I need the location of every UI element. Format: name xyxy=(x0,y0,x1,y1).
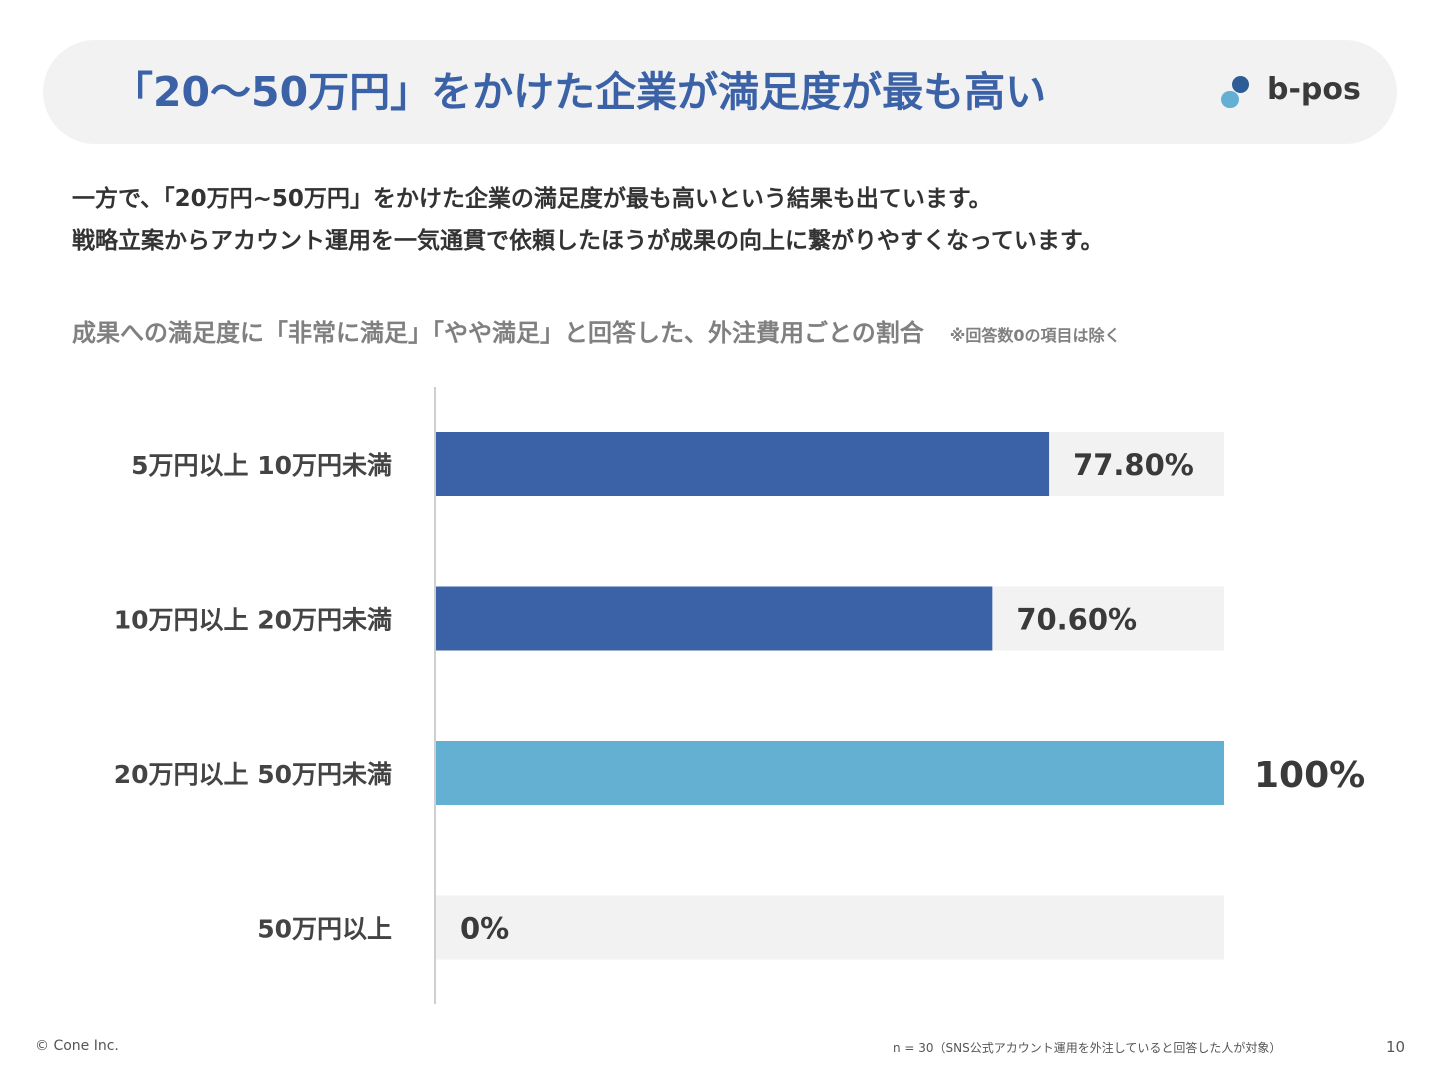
logo-mark-upper xyxy=(1232,76,1249,93)
bar xyxy=(436,586,993,651)
brand-logo: b-pos xyxy=(1220,72,1361,110)
category-label: 5万円以上 10万円未満 xyxy=(131,451,392,480)
footer-note: n = 30（SNS公式アカウント運用を外注していると回答した人が対象） xyxy=(893,1041,1282,1055)
description: 一方で、「20万円~50万円」をかけた企業の満足度が最も高いという結果も出ていま… xyxy=(72,178,1104,262)
logo-mark-lower xyxy=(1221,91,1239,108)
data-label: 70.60% xyxy=(1016,603,1137,637)
category-label: 10万円以上 20万円未満 xyxy=(114,606,392,635)
chart-caption-note: ※回答数0の項目は除く xyxy=(949,326,1121,345)
page-number: 10 xyxy=(1386,1038,1406,1056)
title-banner xyxy=(43,40,1397,144)
logo-text: b-pos xyxy=(1267,72,1361,107)
category-label: 50万円以上 xyxy=(257,915,392,944)
data-label: 0% xyxy=(460,912,509,946)
bar xyxy=(436,741,1224,805)
description-line-1: 一方で、「20万円~50万円」をかけた企業の満足度が最も高いという結果も出ていま… xyxy=(72,186,992,212)
description-line-2: 戦略立案からアカウント運用を一気通貫で依頼したほうが成果の向上に繋がりやすくなっ… xyxy=(72,228,1104,254)
bar xyxy=(436,432,1050,496)
category-label: 20万円以上 50万円未満 xyxy=(114,760,392,789)
bar-track xyxy=(436,895,1224,960)
page-title: 「20〜50万円」をかけた企業が満足度が最も高い xyxy=(112,68,1047,116)
b-pos-logo-icon xyxy=(1220,74,1252,110)
copyright: © Cone Inc. xyxy=(35,1038,119,1054)
chart-caption: 成果への満足度に「非常に満足」「やや満足」と回答した、外注費用ごとの割合 ※回答数… xyxy=(72,315,1120,354)
chart-caption-main: 成果への満足度に「非常に満足」「やや満足」と回答した、外注費用ごとの割合 xyxy=(72,319,924,347)
data-label: 77.80% xyxy=(1073,448,1194,482)
data-label: 100% xyxy=(1254,755,1365,796)
